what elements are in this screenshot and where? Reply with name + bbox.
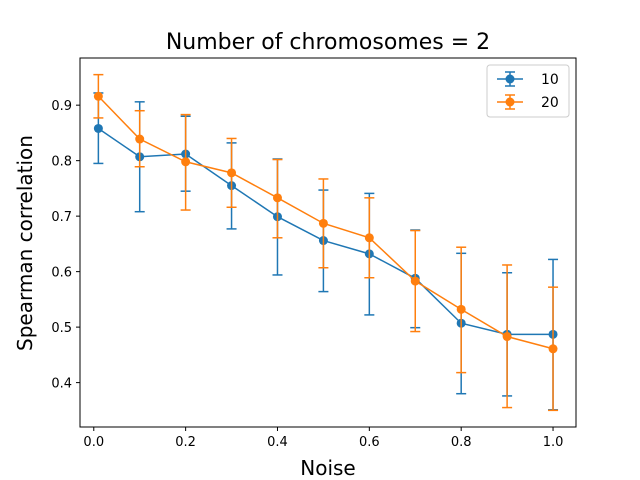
y-tick-label: 0.6 xyxy=(51,266,72,281)
y-axis-title: Spearman correlation xyxy=(13,135,37,351)
data-point xyxy=(456,304,466,314)
data-point xyxy=(135,134,145,144)
legend-marker xyxy=(505,74,515,84)
data-point xyxy=(364,233,374,243)
y-tick-label: 0.9 xyxy=(51,99,72,114)
legend-label: 20 xyxy=(541,95,559,111)
plot-area: 0.0 0.2 0.4 0.6 0.8 1.0 0.4 0.5 0.6 0.7 0.8 0.9 xyxy=(51,57,577,450)
x-tick-label: 0.4 xyxy=(267,435,288,450)
data-point xyxy=(548,344,558,354)
x-tick-label: 0.2 xyxy=(175,435,196,450)
axes-frame xyxy=(79,57,577,428)
x-tick-label: 0.8 xyxy=(451,435,472,450)
data-point xyxy=(93,91,103,101)
legend-label: 10 xyxy=(541,72,559,88)
data-point xyxy=(410,276,420,286)
x-axis-title: Noise xyxy=(300,456,355,480)
data-point xyxy=(227,168,237,178)
data-point xyxy=(502,332,512,342)
y-tick-label: 0.7 xyxy=(51,210,72,225)
data-point xyxy=(272,193,282,203)
chart-title: Number of chromosomes = 2 xyxy=(166,30,490,55)
x-tick-label: 1.0 xyxy=(543,435,564,450)
x-tick-label: 0.6 xyxy=(359,435,380,450)
legend-marker xyxy=(505,97,515,107)
data-point xyxy=(318,218,328,228)
y-tick-label: 0.8 xyxy=(51,155,72,170)
series-line xyxy=(97,127,554,336)
y-tick-label: 0.5 xyxy=(51,321,72,336)
x-tick-label: 0.0 xyxy=(83,435,104,450)
series-10 xyxy=(93,92,559,411)
y-tick-label: 0.4 xyxy=(51,377,72,392)
data-point xyxy=(93,123,103,133)
data-point xyxy=(181,157,191,167)
series-20 xyxy=(93,73,559,412)
